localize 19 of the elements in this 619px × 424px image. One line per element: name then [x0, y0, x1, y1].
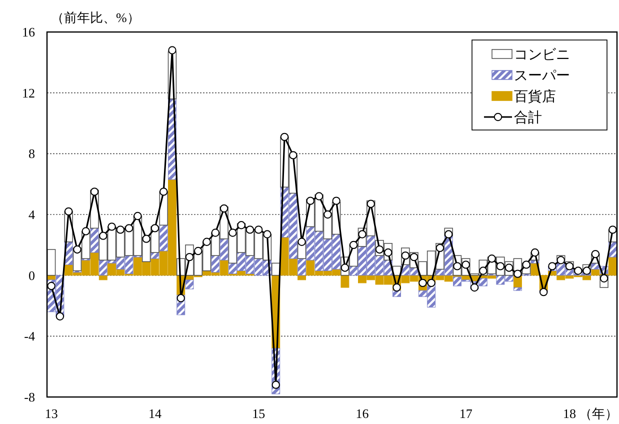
y-tick-label: 4: [28, 207, 36, 222]
y-axis-title: （前年比、%）: [51, 10, 140, 25]
y-tick-label: -8: [24, 390, 35, 405]
y-tick-label: -4: [24, 328, 36, 344]
legend-label: 合計: [514, 110, 542, 126]
legend-label: コンビニ: [514, 46, 570, 63]
x-tick-label: 15: [252, 406, 266, 421]
x-tick-label: 13: [44, 406, 58, 421]
legend-label: スーパー: [514, 68, 570, 84]
y-tick-label: 12: [22, 85, 35, 100]
legend-label: 百貨店: [514, 88, 556, 105]
y-tick-label: 0: [28, 268, 35, 283]
x-tick-label: 14: [148, 406, 162, 421]
y-tick-label: 16: [22, 24, 36, 40]
x-tick-label: 16: [356, 406, 370, 421]
y-tick-label: 8: [28, 146, 35, 162]
x-axis-title: （年）: [579, 406, 618, 421]
x-tick-label: 17: [459, 406, 473, 421]
x-tick-label: 18: [563, 406, 576, 421]
